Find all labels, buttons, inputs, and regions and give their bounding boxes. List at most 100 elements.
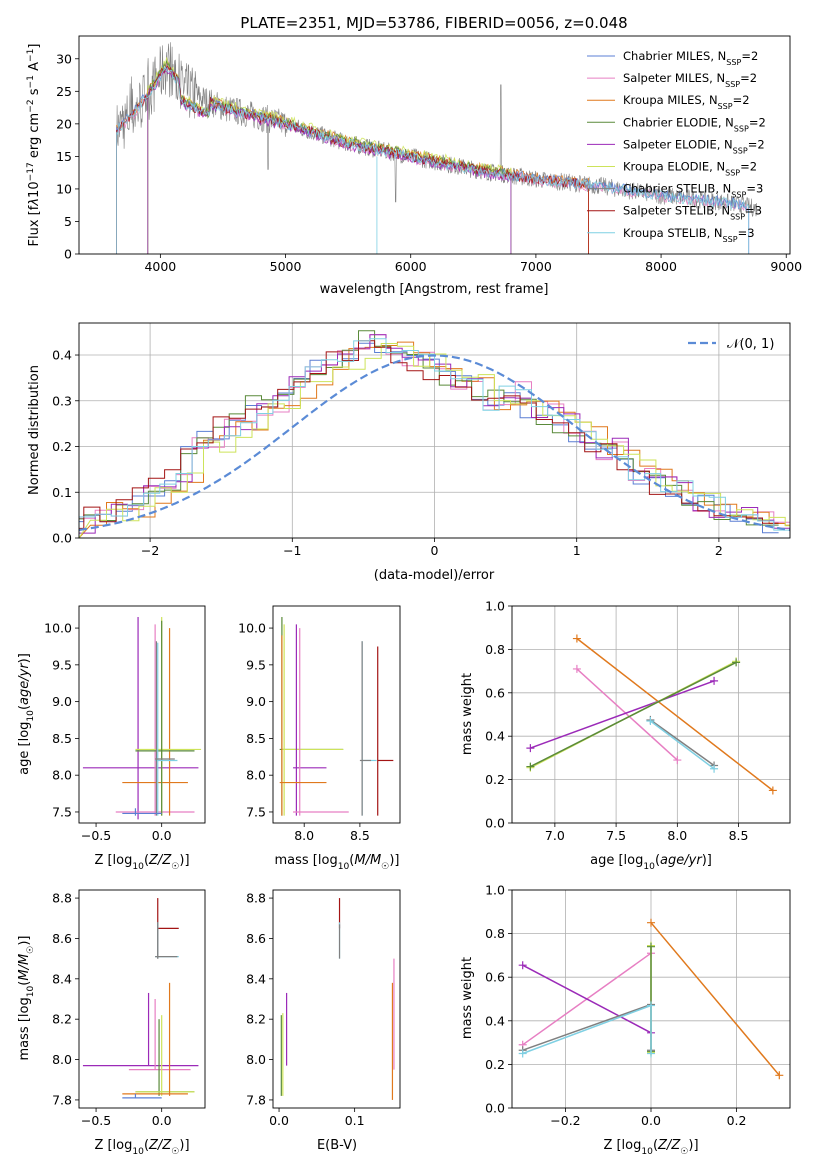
x-axis-label: mass [log10(M/M☉)] [275,853,400,872]
normal-curve-line [79,354,790,532]
massweight-vs-metallicity-panel: −0.2 0.0 0.2 0.0 0.2 0.4 0.6 0.8 1.0 Z [log10(Z/Z… [460,883,791,1157]
x-tick-label: 9000 [770,259,802,274]
y-axis-label: mass [log10(M/M☉)] [17,936,36,1061]
y-tick-label: 0.4 [52,348,72,363]
series-marker [647,918,655,927]
y-tick-label: 0.2 [52,439,72,454]
x-tick-label: 0.1 [345,1113,365,1128]
y-tick-label: 8.5 [246,731,266,746]
y-tick-label: 25 [56,84,72,99]
x-tick-label: 7.5 [606,828,626,843]
scatter-data [82,898,199,1099]
x-tick-label: 2 [715,543,723,558]
model-spectrum-line [147,60,512,254]
series-line [576,668,678,761]
legend-entry: Kroupa ELODIE, NSSP=2 [623,160,757,178]
x-tick-label: 7.0 [545,828,565,843]
y-tick-label: 8.6 [52,931,72,946]
y-tick-label: 8.0 [52,768,72,783]
series-marker [673,756,682,765]
histogram-step-line [79,330,779,538]
y-axis-label: mass weight [460,673,475,755]
series-line [530,661,737,768]
x-tick-label: −0.5 [81,1113,111,1128]
y-tick-label: 8.0 [246,768,266,783]
series-marker [526,762,535,771]
legend-entry: Kroupa STELIB, NSSP=3 [623,226,755,244]
y-axis-label: mass weight [460,957,475,1039]
series-line [530,680,715,749]
histogram-step-line [79,343,790,538]
series-line [650,922,780,1076]
x-tick-label: 8000 [645,259,677,274]
x-tick-label: −0.5 [81,828,111,843]
x-tick-label: 0.0 [269,1113,289,1128]
x-tick-label: 8.0 [294,828,314,843]
legend-entry: Salpeter MILES, NSSP=2 [623,71,757,89]
series-line [649,719,715,767]
y-tick-label: 0.3 [52,393,72,408]
y-tick-label: 0.0 [52,531,72,546]
series-marker [526,744,535,753]
y-tick-label: 0.6 [485,685,505,700]
y-tick-label: 0 [64,247,72,262]
scatter-data [279,617,394,816]
y-tick-label: 0.4 [485,729,505,744]
y-tick-label: 0.0 [485,816,505,831]
legend-entry: Chabrier ELODIE, NSSP=2 [623,115,766,133]
axes-frame [511,605,791,824]
line-data [526,634,777,795]
y-tick-label: 9.0 [246,694,266,709]
y-axis-label: Normed distribution [27,365,42,495]
y-tick-label: 8.2 [246,1012,266,1027]
y-tick-label: 30 [56,51,72,66]
y-tick-label: 8.0 [246,1052,266,1067]
y-tick-label: 0.0 [485,1101,505,1116]
y-tick-label: 7.8 [52,1092,72,1107]
series-line [576,637,774,792]
series-marker [647,942,655,951]
series-line [522,1003,652,1051]
y-tick-label: 8.8 [246,891,266,906]
y-tick-label: 7.8 [246,1092,266,1107]
x-tick-label: 8.5 [350,828,370,843]
x-axis-label: Z [log10(Z/Z☉)] [94,853,189,872]
y-axis-label: Flux [fλ10−17 erg cm−2 s−1 A−1] [26,44,42,247]
y-tick-label: 15 [56,149,72,164]
axes-frame [78,605,206,824]
series-marker [518,961,527,970]
y-tick-label: 1.0 [485,883,505,898]
mass-vs-ebv-panel: 0.0 0.1 7.8 8.0 8.2 8.4 8.6 8.8 E(B-V) [246,889,401,1153]
series-marker [775,1071,784,1080]
x-tick-label: 8.0 [667,828,687,843]
massweight-vs-age-panel: 7.0 7.5 8.0 8.5 0.0 0.2 0.4 0.6 0.8 1.0 age [log10… [460,599,791,872]
legend-entry: Salpeter STELIB, NSSP=3 [623,204,762,222]
legend-entry: Salpeter ELODIE, NSSP=2 [623,137,765,155]
histogram-step-line [79,338,790,538]
series-marker [732,658,741,667]
series-marker [518,1049,527,1058]
x-tick-label: 0 [431,543,439,558]
x-tick-label: −2 [141,543,159,558]
series-marker [572,634,581,643]
chart-title: PLATE=2351, MJD=53786, FIBERID=0056, z=0… [240,14,627,32]
age-vs-mass-panel: 8.0 8.5 7.5 8.0 8.5 9.0 9.5 10.0 mass [log10(M/M… [238,605,401,872]
y-tick-label: 0.4 [485,1013,505,1028]
histogram-data [79,330,790,538]
y-tick-label: 7.5 [52,804,72,819]
y-tick-label: 8.6 [246,931,266,946]
x-axis-label: age [log10(age/yr)] [590,853,712,872]
y-tick-label: 0.8 [485,642,505,657]
y-tick-label: 1.0 [485,599,505,614]
legend-entry: Kroupa MILES, NSSP=2 [623,93,750,111]
model-spectrum-line [147,57,512,254]
x-tick-label: 5000 [270,259,302,274]
series-marker [572,664,581,673]
y-tick-label: 8.5 [52,731,72,746]
x-tick-label: −0.2 [550,1113,580,1128]
y-tick-label: 8.4 [246,971,266,986]
y-tick-label: 0.8 [485,926,505,941]
series-marker [647,1049,655,1058]
x-axis-label: Z [log10(Z/Z☉)] [603,1138,698,1157]
series-marker [768,786,777,795]
